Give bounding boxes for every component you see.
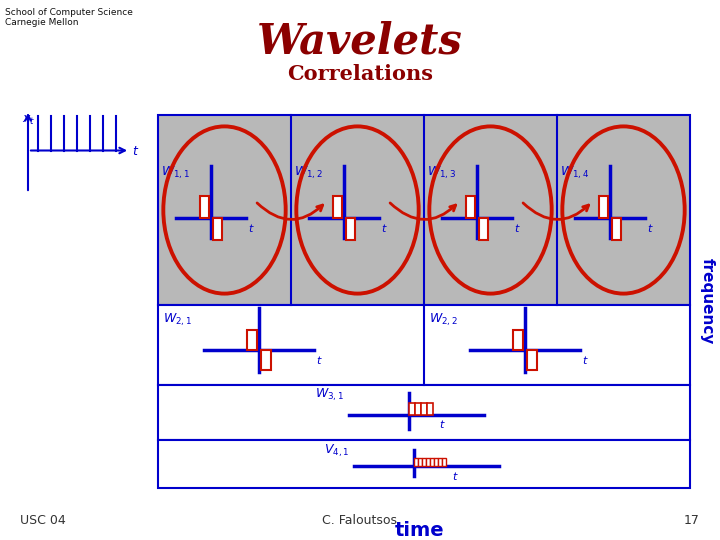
Bar — [480, 218, 488, 240]
Text: $V_{4,1}$: $V_{4,1}$ — [324, 443, 349, 459]
Bar — [422, 458, 426, 466]
Text: Carnegie Mellon: Carnegie Mellon — [5, 18, 78, 27]
Bar — [418, 458, 422, 466]
Bar — [467, 196, 475, 218]
Bar — [427, 402, 433, 415]
Text: $t$: $t$ — [582, 354, 589, 366]
Bar — [426, 458, 430, 466]
Text: $W_{2,2}$: $W_{2,2}$ — [429, 312, 459, 328]
Text: $x_t$: $x_t$ — [22, 114, 35, 127]
Bar — [213, 218, 222, 240]
Bar — [261, 350, 271, 370]
Text: $t$: $t$ — [381, 222, 388, 234]
Bar — [409, 402, 415, 415]
Bar — [200, 196, 210, 218]
Bar — [430, 458, 434, 466]
Bar — [247, 330, 257, 350]
Bar — [158, 385, 690, 440]
Bar — [158, 305, 690, 385]
Text: $t$: $t$ — [647, 222, 654, 234]
Bar — [158, 440, 690, 488]
Text: Wavelets: Wavelets — [257, 21, 463, 63]
Text: Correlations: Correlations — [287, 64, 433, 84]
Text: $W_{1,2}$: $W_{1,2}$ — [294, 165, 323, 181]
Text: $W_{3,1}$: $W_{3,1}$ — [315, 386, 344, 403]
Text: $W_{2,1}$: $W_{2,1}$ — [163, 312, 192, 328]
Bar — [513, 330, 523, 350]
Bar — [599, 196, 608, 218]
Text: C. Faloutsos: C. Faloutsos — [323, 514, 397, 526]
Text: $W_{1,4}$: $W_{1,4}$ — [559, 165, 589, 181]
Text: $t$: $t$ — [248, 222, 255, 234]
Text: 17: 17 — [684, 514, 700, 526]
Text: USC 04: USC 04 — [20, 514, 66, 526]
Bar — [414, 458, 418, 466]
Bar — [415, 402, 421, 415]
Text: $W_{1,3}$: $W_{1,3}$ — [427, 165, 456, 181]
Text: time: time — [395, 521, 445, 539]
Bar — [333, 196, 342, 218]
Bar — [438, 458, 442, 466]
Text: $W_{1,1}$: $W_{1,1}$ — [161, 165, 190, 181]
Bar — [158, 115, 690, 305]
Text: $t$: $t$ — [514, 222, 521, 234]
Bar — [346, 218, 355, 240]
Text: frequency: frequency — [700, 258, 714, 345]
Text: $t$: $t$ — [452, 470, 459, 482]
Bar — [527, 350, 537, 370]
Text: $t$: $t$ — [132, 145, 139, 158]
Bar — [421, 402, 427, 415]
Bar — [612, 218, 621, 240]
Bar — [442, 458, 446, 466]
Text: $t$: $t$ — [439, 418, 446, 430]
Text: School of Computer Science: School of Computer Science — [5, 8, 133, 17]
Text: $t$: $t$ — [316, 354, 323, 366]
Bar — [434, 458, 438, 466]
